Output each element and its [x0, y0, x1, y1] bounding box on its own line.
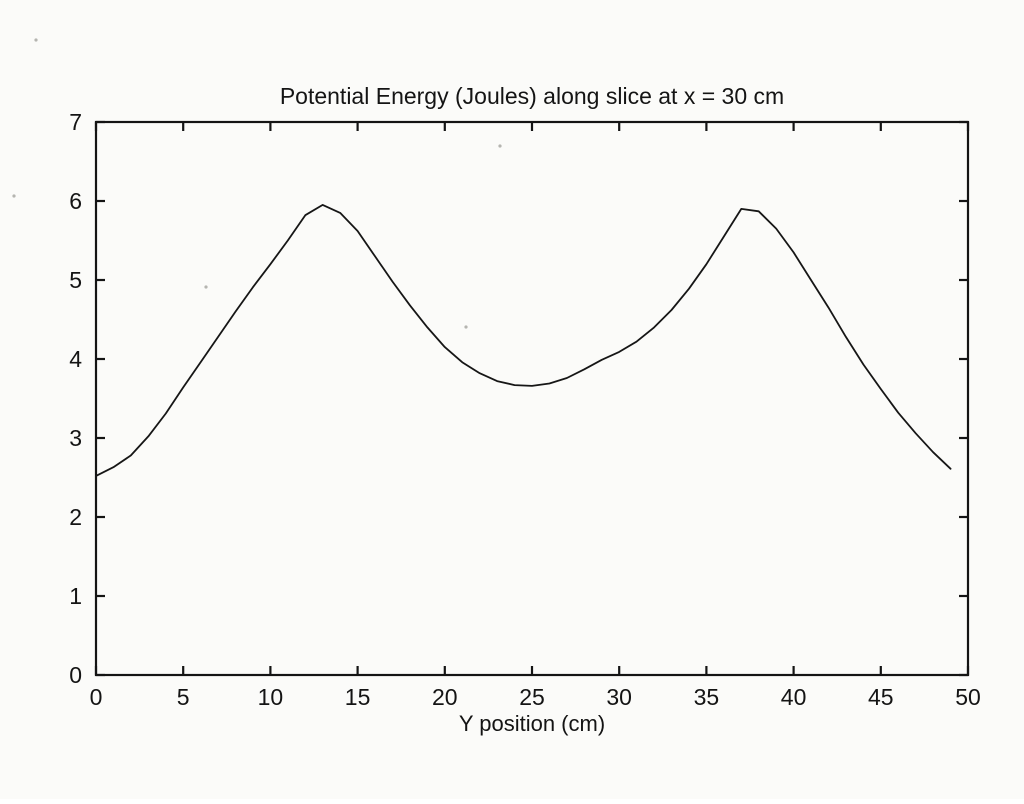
plot-border	[94, 120, 970, 677]
scan-speck	[12, 194, 16, 198]
x-tick-labels: 0 5 10 15 20 25 30 35 40 45 50	[90, 684, 981, 710]
y-tick-label: 7	[69, 109, 82, 135]
x-tick-label: 15	[345, 684, 371, 710]
x-tick-label: 30	[606, 684, 632, 710]
x-tick-label: 35	[694, 684, 720, 710]
x-axis-label: Y position (cm)	[459, 711, 605, 736]
scan-speck	[464, 325, 468, 329]
potential-energy-curve	[95, 203, 952, 477]
y-tick-label: 4	[69, 346, 82, 372]
x-tick-label: 10	[258, 684, 284, 710]
y-tick-label: 0	[69, 662, 82, 688]
axis-ticks	[94, 120, 970, 677]
scan-speck	[204, 285, 208, 289]
scan-specks	[12, 38, 502, 329]
scan-speck	[498, 144, 502, 148]
y-tick-label: 2	[69, 504, 82, 530]
x-tick-label: 25	[519, 684, 545, 710]
y-tick-label: 6	[69, 188, 82, 214]
x-tick-label: 5	[177, 684, 190, 710]
scan-speck	[34, 38, 38, 42]
x-tick-label: 20	[432, 684, 458, 710]
y-tick-label: 3	[69, 425, 82, 451]
x-tick-label: 50	[955, 684, 981, 710]
y-tick-label: 5	[69, 267, 82, 293]
y-tick-labels: 0 1 2 3 4 5 6 7	[69, 109, 82, 688]
y-tick-label: 1	[69, 583, 82, 609]
x-tick-label: 0	[90, 684, 103, 710]
x-tick-label: 40	[781, 684, 807, 710]
x-tick-label: 45	[868, 684, 894, 710]
chart-title: Potential Energy (Joules) along slice at…	[280, 83, 784, 109]
